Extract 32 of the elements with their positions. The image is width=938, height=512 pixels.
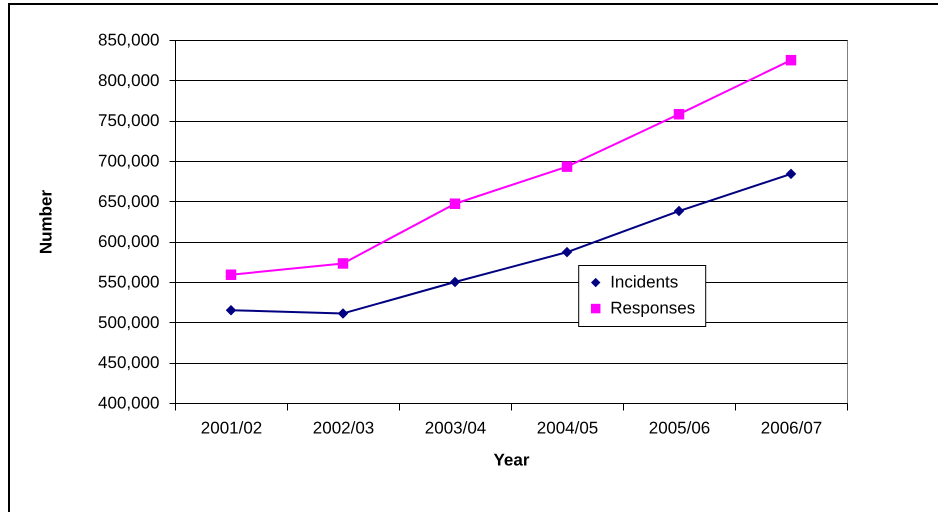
y-tick-label: 550,000 — [98, 272, 160, 292]
point — [338, 308, 348, 319]
y-tick-label: 850,000 — [98, 30, 160, 50]
legend-label: Responses — [610, 298, 696, 318]
point — [226, 269, 236, 280]
point — [450, 198, 460, 209]
point — [786, 168, 796, 180]
point — [450, 276, 460, 288]
point — [562, 246, 572, 258]
y-tick-label: 400,000 — [98, 394, 160, 412]
y-tick-label: 700,000 — [98, 152, 160, 170]
y-axis-title: Number — [36, 190, 56, 254]
point — [562, 161, 572, 172]
y-tick-label: 600,000 — [98, 232, 160, 252]
x-axis-title: Year — [494, 450, 530, 470]
point — [674, 206, 684, 216]
point — [786, 54, 796, 66]
point — [226, 304, 236, 316]
x-tick-label: 2005/06 — [648, 418, 710, 438]
x-tick-label: 2004/05 — [536, 418, 598, 438]
x-tick-label: 2002/03 — [312, 418, 374, 438]
point — [338, 258, 348, 269]
y-tick-label: 750,000 — [98, 111, 160, 130]
y-tick-label: 650,000 — [98, 192, 160, 211]
x-tick-label: 2003/04 — [424, 418, 486, 438]
x-tick-label: 2006/07 — [760, 418, 822, 438]
y-tick-label: 450,000 — [98, 353, 160, 372]
point — [674, 108, 684, 120]
legend-label: Incidents — [610, 272, 678, 292]
x-tick-label: 2001/02 — [200, 418, 262, 438]
y-tick-label: 500,000 — [98, 312, 160, 332]
y-tick-label: 800,000 — [98, 70, 160, 90]
